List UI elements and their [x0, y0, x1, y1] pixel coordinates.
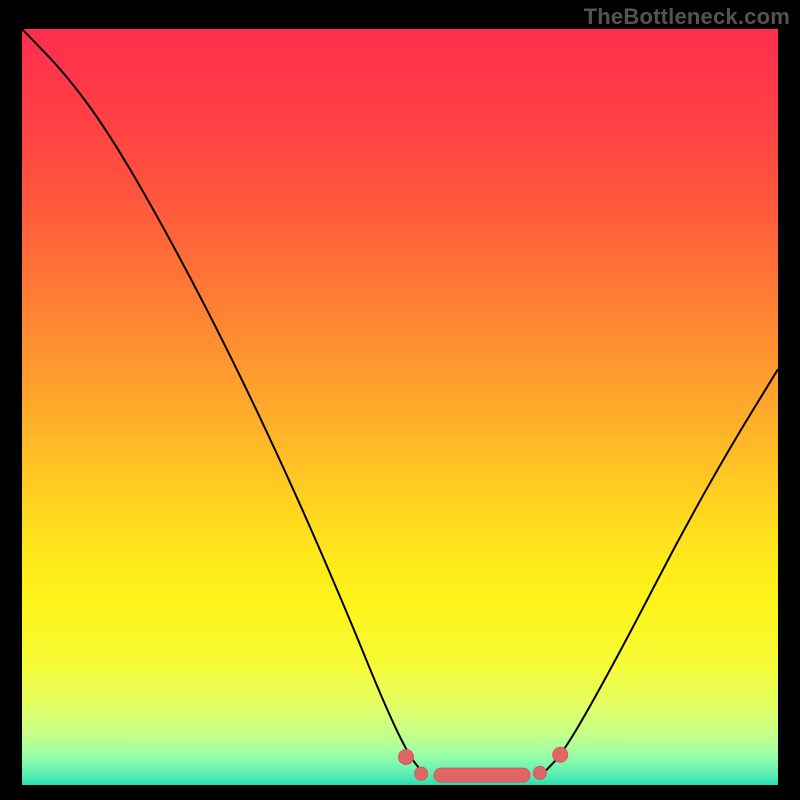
- marker-dot: [415, 767, 428, 780]
- marker-dot: [399, 750, 414, 765]
- chart-background: [22, 29, 778, 785]
- marker-dot: [553, 747, 568, 762]
- marker-dot: [533, 766, 546, 779]
- page-root: TheBottleneck.com: [0, 0, 800, 800]
- optimal-range-bar: [434, 768, 530, 782]
- watermark-text: TheBottleneck.com: [584, 4, 790, 30]
- chart-svg: [22, 29, 778, 785]
- chart-plot-area: [22, 29, 778, 785]
